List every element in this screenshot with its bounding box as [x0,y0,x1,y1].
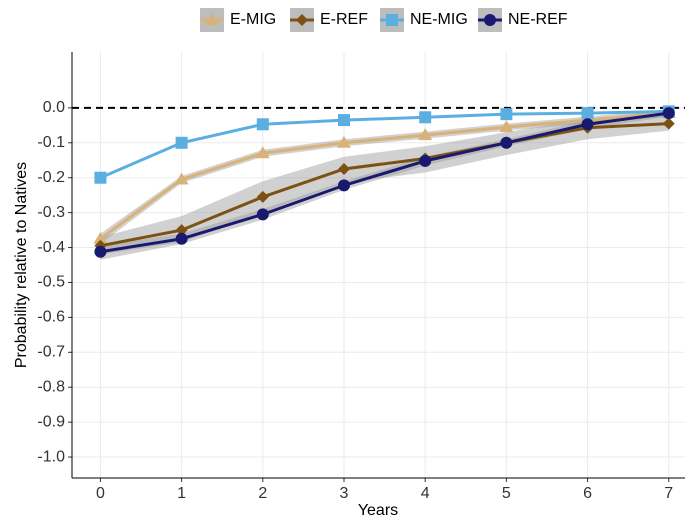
marker [662,107,675,120]
legend-label: NE-MIG [410,11,468,28]
y-tick-label: -0.4 [37,239,65,256]
x-tick-label: 2 [258,485,267,502]
marker [174,172,189,185]
marker [337,179,350,192]
legend-item: E-REF [290,8,368,32]
y-tick-label: -0.9 [37,413,65,430]
line [99,109,669,180]
line [100,111,669,254]
y-tick-label: -0.3 [37,204,65,221]
marker [256,208,269,221]
line [99,111,669,241]
legend-item: NE-REF [478,8,568,32]
y-tick-label: -0.2 [37,169,65,186]
marker [500,108,513,121]
y-tick-label: -1.0 [37,448,65,465]
marker [205,13,219,25]
marker [256,118,269,131]
marker [418,128,433,141]
marker [256,190,269,203]
confidence-band [100,216,182,255]
marker [94,171,107,184]
marker [500,136,513,149]
y-tick-label: -0.7 [37,344,65,361]
marker [93,231,108,244]
x-tick-label: 5 [502,485,511,502]
x-axis-title: Years [358,502,398,518]
legend-label: NE-REF [508,11,568,28]
marker [337,114,350,127]
marker [94,245,107,258]
marker [175,224,188,237]
marker [296,14,308,26]
legend-item: E-MIG [200,8,276,32]
marker [175,136,188,149]
marker [255,146,270,159]
y-tick-label: -0.1 [37,134,65,151]
legend-label: E-REF [320,11,368,28]
y-tick-label: -0.6 [37,309,65,326]
line [100,122,669,248]
legend-item: NE-MIG [380,8,468,32]
confidence-band [262,156,344,213]
marker [419,111,432,124]
marker [662,117,675,130]
y-tick-label: -0.5 [37,274,65,291]
marker [581,107,594,120]
marker [419,154,432,167]
marker [581,118,594,131]
marker [386,14,398,26]
marker [336,135,351,148]
x-tick-label: 3 [340,485,349,502]
x-tick-label: 4 [421,485,430,502]
y-tick-label: 0.0 [43,99,65,116]
marker [499,120,514,133]
legend-label: E-MIG [230,11,276,28]
y-tick-label: -0.8 [37,378,65,395]
x-tick-label: 6 [583,485,592,502]
marker [337,162,350,175]
x-tick-label: 1 [177,485,186,502]
x-tick-label: 7 [664,485,673,502]
marker [484,14,496,26]
marker [175,232,188,245]
x-tick-label: 0 [96,485,105,502]
y-axis-title: Probability relative to Natives [13,162,30,368]
confidence-band [181,181,263,243]
